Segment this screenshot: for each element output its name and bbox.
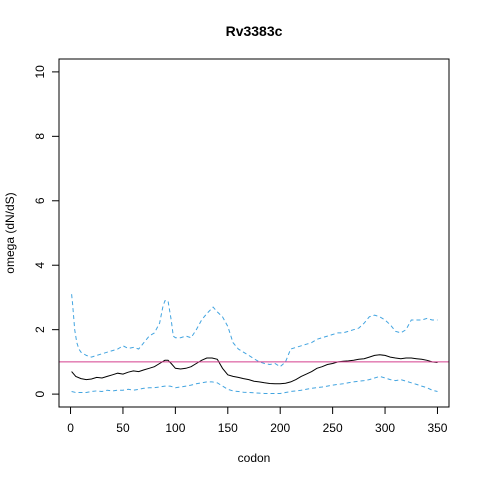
x-axis-label: codon [238, 451, 271, 465]
y-tick-label: 4 [33, 262, 47, 269]
y-tick-label: 6 [33, 197, 47, 204]
y-tick-label: 10 [33, 65, 47, 79]
x-tick-label: 300 [375, 421, 395, 435]
x-tick-label: 0 [67, 421, 74, 435]
y-tick-label: 0 [33, 390, 47, 397]
y-tick-label: 8 [33, 133, 47, 140]
x-tick-label: 250 [323, 421, 343, 435]
plot-frame [58, 58, 450, 408]
x-tick-label: 50 [116, 421, 130, 435]
x-tick-label: 150 [218, 421, 238, 435]
y-tick-label: 2 [33, 326, 47, 333]
x-tick-label: 350 [427, 421, 447, 435]
omega-estimate-line [71, 354, 438, 385]
y-axis-label: omega (dN/dS) [3, 192, 17, 273]
x-tick-label: 100 [165, 421, 185, 435]
x-tick-label: 200 [270, 421, 290, 435]
upper-bound-line [71, 294, 438, 368]
lower-bound-line [71, 375, 438, 394]
chart-title: Rv3383c [226, 23, 283, 39]
chart-marks: 0 50 100 150 200 250 300 350 0 2 4 6 8 10 [33, 65, 449, 435]
